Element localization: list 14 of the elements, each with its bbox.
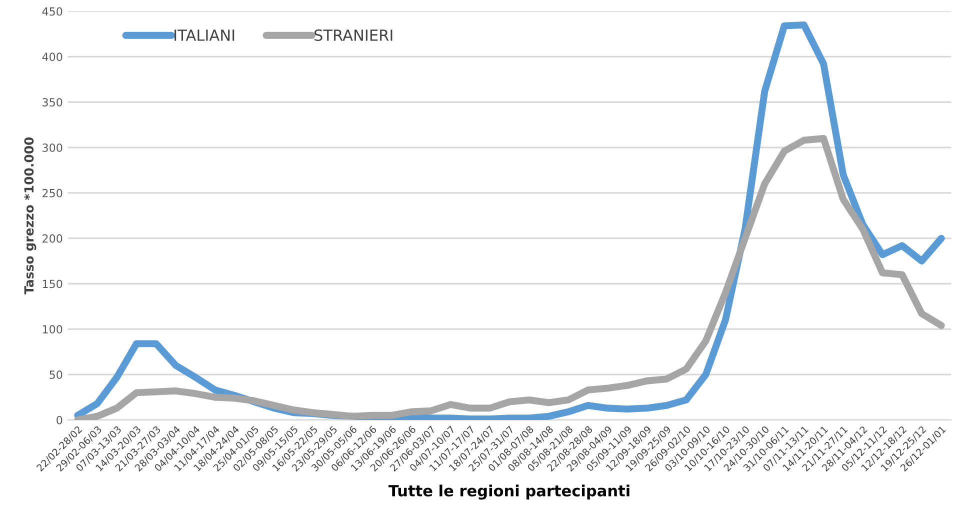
y-tick-label: 250 [42,188,62,198]
legend-label: ITALIANI [174,30,234,41]
y-tick-label: 300 [42,143,62,152]
y-tick-label: 0 [56,416,62,424]
y-tick-label: 200 [42,234,62,243]
legend-label: STRANIERI [314,29,392,41]
y-tick-label: 400 [42,52,62,62]
y-tick-label: 150 [42,280,62,288]
y-tick-label: 100 [42,325,62,334]
y-tick-label: 450 [42,7,62,16]
y-tick-label: 350 [42,98,62,106]
y-tick-label: 50 [50,370,62,379]
x-axis-title: Tutte le regioni partecipanti [388,484,630,500]
y-axis-title: Tasso grezzo *100.000 [24,137,36,294]
